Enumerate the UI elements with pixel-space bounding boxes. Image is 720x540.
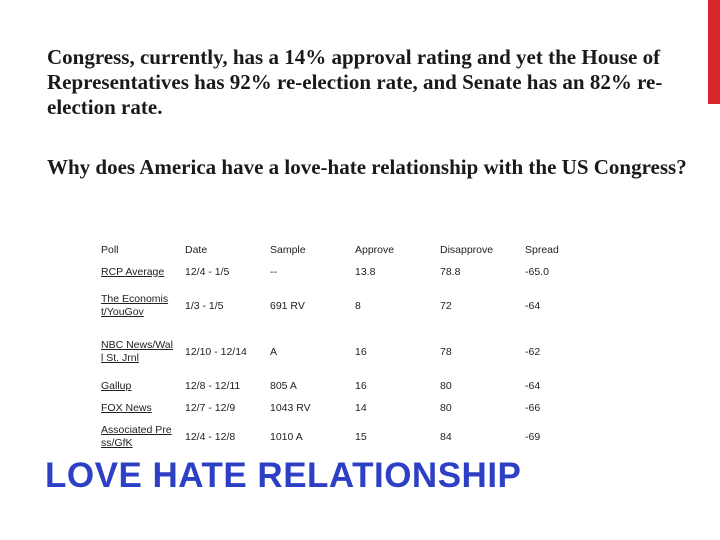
table-cell: 84: [440, 430, 452, 443]
table-cell: 78: [440, 345, 452, 358]
table-header: Poll Date Sample Approve Disapprove Spread: [101, 240, 661, 260]
table-cell: --: [270, 265, 277, 278]
table-cell: 78.8: [440, 265, 461, 278]
table-cell: 72: [440, 299, 452, 312]
table-row: FOX News 12/7 - 12/9 1043 RV 14 80 -66: [101, 398, 661, 418]
table-cell: -65.0: [525, 265, 549, 278]
table-cell: -69: [525, 430, 541, 443]
table-cell: 12/4 - 1/5: [185, 265, 230, 278]
header-cell: Poll: [101, 243, 119, 256]
table-cell: 1043 RV: [270, 401, 311, 414]
header-cell: Disapprove: [440, 243, 494, 256]
table-cell: 691 RV: [270, 299, 305, 312]
table-cell: -66: [525, 401, 541, 414]
table-cell: 14: [355, 401, 367, 414]
accent-bar: [708, 0, 720, 104]
poll-link[interactable]: RCP Average: [101, 265, 165, 278]
table-cell: 16: [355, 379, 367, 392]
poll-link[interactable]: The Economist/YouGov: [101, 293, 169, 318]
table-cell: 8: [355, 299, 361, 312]
table-cell: 1/3 - 1/5: [185, 299, 224, 312]
table-cell: 80: [440, 379, 452, 392]
table-row: RCP Average 12/4 - 1/5 -- 13.8 78.8 -65.0: [101, 262, 661, 282]
table-cell: -64: [525, 299, 541, 312]
header-cell: Spread: [525, 243, 559, 256]
table-cell: 805 A: [270, 379, 297, 392]
table-cell: 80: [440, 401, 452, 414]
table-cell: 12/10 - 12/14: [185, 345, 247, 358]
poll-link[interactable]: FOX News: [101, 401, 152, 414]
header-cell: Approve: [355, 243, 395, 256]
poll-link[interactable]: NBC News/Wall St. Jrnl: [101, 339, 173, 364]
paragraph: Why does America have a love-hate relati…: [47, 155, 687, 179]
table-cell: 15: [355, 430, 367, 443]
paragraph: Congress, currently, has a 14% approval …: [47, 45, 663, 119]
table-cell: 12/7 - 12/9: [185, 401, 236, 414]
footer-title: LOVE HATE RELATIONSHIP: [45, 456, 522, 495]
header-cell: Sample: [270, 243, 306, 256]
poll-link[interactable]: Associated Press/GfK: [101, 424, 172, 449]
table-cell: 12/4 - 12/8: [185, 430, 236, 443]
header-cell: Date: [185, 243, 208, 256]
table-row: The Economist/YouGov 1/3 - 1/5 691 RV 8 72 -6…: [101, 285, 661, 327]
table-row: Gallup 12/8 - 12/11 805 A 16 80 -64: [101, 376, 661, 396]
table-cell: 16: [355, 345, 367, 358]
table-cell: 12/8 - 12/11: [185, 379, 241, 392]
table-cell: -64: [525, 379, 541, 392]
table-row: Associated Press/GfK 12/4 - 12/8 1010 A 15 8…: [101, 422, 661, 452]
poll-link[interactable]: Gallup: [101, 379, 132, 392]
table-cell: 13.8: [355, 265, 376, 278]
table-cell: 1010 A: [270, 430, 303, 443]
table-row: NBC News/Wall St. Jrnl 12/10 - 12/14 A 16 78…: [101, 331, 661, 373]
table-cell: A: [270, 345, 278, 358]
table-cell: -62: [525, 345, 541, 358]
